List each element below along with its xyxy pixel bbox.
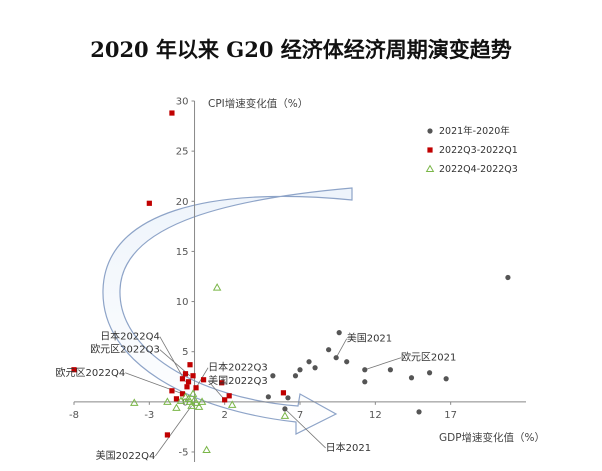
data-point-series-0 [312,365,318,371]
annotation-leader-line [155,405,192,457]
y-tick-label: 25 [176,147,189,158]
data-point-series-0 [270,373,276,379]
data-point-series-2 [227,400,237,408]
data-point-series-2 [130,398,139,406]
chart-title: 2020 年以来 G20 经济体经济周期演变趋势 [90,37,512,62]
y-axis-label: CPI增速变化值（%） [208,97,308,110]
data-point-series-1 [169,388,175,394]
annotation-label: 欧元区2022Q3 [90,344,160,356]
x-tick-label: -8 [69,410,79,421]
data-point-series-1 [71,367,77,373]
data-point-series-1 [193,385,199,391]
y-tick-label: 20 [176,197,189,208]
legend-label: 2021年-2020年 [439,125,510,137]
y-tick-label: 30 [176,97,189,108]
data-point-series-0 [285,395,291,401]
data-point-series-2 [212,283,222,291]
data-point-series-1 [184,384,190,390]
data-point-series-1 [173,396,180,402]
data-point-series-0 [344,359,350,365]
data-point-series-1 [179,376,186,382]
data-point-series-1 [226,393,232,399]
data-point-series-2 [194,402,204,410]
y-tick-label: -5 [179,447,189,458]
annotation-label: 日本2021 [326,441,371,454]
data-point-series-0 [387,367,393,373]
annotation-leader-line [335,338,348,358]
x-tick-label: -3 [144,410,154,421]
data-point-series-2 [280,411,290,419]
x-tick-label: 2 [221,410,227,421]
data-point-series-0 [505,274,511,281]
annotation-label: 美国2022Q4 [96,449,156,462]
data-point-series-0 [297,367,303,373]
data-point-series-0 [326,347,332,353]
data-point-series-0 [265,394,271,400]
data-point-series-2 [202,445,211,454]
x-axis-label: GDP增速变化值（%） [439,431,545,444]
data-point-series-1 [200,377,207,383]
x-tick-label: 7 [297,410,303,421]
data-point-series-1 [185,379,192,385]
legend-marker [427,128,433,134]
y-tick-label: 15 [176,247,189,258]
data-point-series-0 [336,330,342,336]
annotation-label: 美国2021 [347,332,392,345]
data-point-series-0 [426,370,433,376]
data-point-series-0 [292,373,299,379]
cycle-arrow-shape [102,187,353,435]
data-point-series-0 [443,376,449,382]
annotation-label: 日本2022Q3 [208,361,268,374]
data-point-series-0 [282,406,288,412]
data-point-series-1 [182,371,189,377]
data-point-series-1 [280,390,287,396]
annotation-label: 美国2022Q3 [208,374,268,387]
data-point-series-1 [190,373,196,379]
data-point-series-0 [362,379,368,385]
y-tick-label: 0 [182,397,188,408]
data-point-series-2 [163,397,172,405]
data-point-series-1 [187,362,193,368]
data-point-series-2 [188,389,198,397]
legend-label: 2022Q3-2022Q1 [439,145,518,156]
data-point-series-2 [172,403,181,411]
x-tick-label: 17 [444,410,457,421]
data-point-series-0 [306,359,312,365]
annotation-label: 欧元区2022Q4 [56,367,126,379]
x-tick-label: 12 [369,410,382,421]
data-point-series-2 [191,398,201,406]
annotation-leader-line [284,408,326,449]
legend-marker [427,147,433,153]
legend-marker [425,164,435,173]
y-tick-label: 5 [182,347,188,358]
data-point-series-0 [416,409,422,415]
y-tick-label: 10 [176,297,189,308]
data-point-series-1 [219,380,225,386]
data-point-series-1 [164,432,171,438]
data-point-series-1 [222,397,228,403]
legend-label: 2022Q4-2022Q3 [439,164,518,175]
annotation-leader-line [207,380,225,401]
data-point-series-0 [408,375,415,381]
data-point-series-1 [169,110,175,116]
data-point-series-1 [146,200,152,206]
data-point-series-2 [176,396,186,404]
data-point-series-0 [333,355,339,361]
data-point-series-2 [197,397,207,405]
annotation-label: 欧元区2021 [401,352,456,364]
annotation-label: 日本2022Q4 [100,330,160,343]
data-point-series-1 [179,391,186,397]
annotation-leader-line [364,357,402,371]
data-point-series-2 [181,392,190,400]
data-point-series-0 [362,367,368,373]
annotation-leader-line [159,336,186,382]
